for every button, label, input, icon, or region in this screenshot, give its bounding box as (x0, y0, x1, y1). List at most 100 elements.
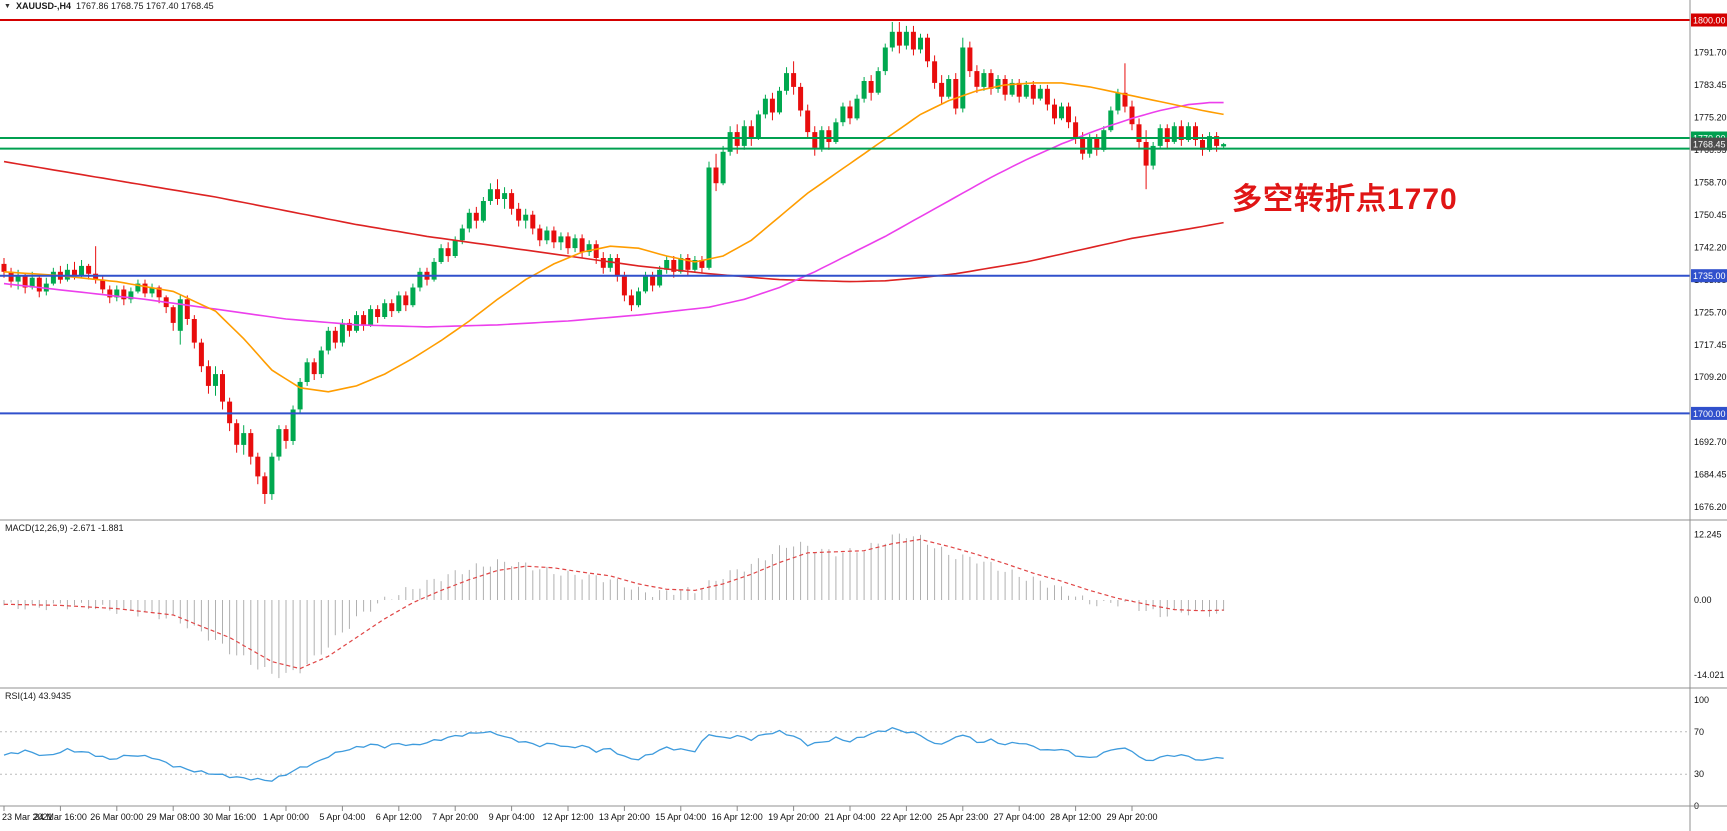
candle-body (1044, 88, 1050, 105)
candle-body (191, 319, 197, 343)
price-tag (1691, 137, 1727, 151)
candle-body (403, 295, 409, 306)
candle-body (706, 167, 712, 268)
candle-body (882, 47, 888, 72)
time-tick-label: 9 Apr 04:00 (489, 812, 535, 822)
candle-body (953, 79, 959, 109)
candle-body (657, 269, 663, 286)
chart-annotation-text[interactable]: 多空转折点1770 (1232, 183, 1458, 216)
candle-body (1150, 145, 1156, 166)
candle-body (290, 409, 296, 441)
candle-body (1087, 138, 1093, 154)
candle-body (621, 275, 627, 296)
candle-body (213, 374, 218, 386)
rsi-axis-label: 70 (1694, 727, 1704, 737)
candle-body (600, 258, 606, 268)
price-tick-label: 1791.70 (1694, 48, 1727, 58)
candle-body (220, 374, 225, 402)
candle-body (1002, 79, 1008, 95)
price-tag (1691, 406, 1727, 420)
candle-body (939, 82, 945, 97)
candle-body (509, 193, 515, 209)
candle-body (1115, 92, 1121, 111)
candle-body (1052, 104, 1057, 119)
candle-body (410, 287, 416, 306)
candle-body (149, 287, 155, 294)
candle-body (819, 130, 825, 148)
candle-body (685, 258, 691, 270)
candle-body (459, 228, 465, 241)
ma-slow-red-line (3, 160, 1224, 283)
macd-indicator-label: MACD(12,26,9) -2.671 -1.881 (5, 523, 124, 533)
candle-body (579, 238, 585, 253)
candle-body (29, 277, 35, 288)
ma-fast-orange-line (3, 82, 1224, 393)
price-tick-label: 1783.45 (1694, 80, 1727, 90)
candle-body (339, 322, 345, 343)
time-tick-label: 22 Apr 12:00 (881, 812, 932, 822)
macd-axis-label: 12.245 (1694, 529, 1722, 539)
candle-body (86, 265, 92, 274)
candle-body (269, 456, 275, 495)
candle-body (480, 201, 486, 221)
candle-body (777, 90, 782, 113)
candle-body (636, 291, 641, 306)
time-tick-label: 6 Apr 12:00 (376, 812, 422, 822)
candle-body (593, 244, 599, 258)
candle-body (1009, 82, 1015, 95)
candle-body (170, 307, 176, 323)
candle-body (276, 429, 282, 457)
candlestick-series (1, 22, 1227, 504)
macd-panel: 12.245 0.00 -14.021 (3, 529, 1725, 680)
time-tick-label: 15 Apr 04:00 (655, 812, 706, 822)
time-tick-label: 13 Apr 20:00 (599, 812, 650, 822)
candle-body (932, 61, 938, 83)
candle-body (466, 212, 472, 229)
rsi-axis-label: 30 (1694, 769, 1704, 779)
price-tick-label: 1725.70 (1694, 307, 1727, 317)
candle-body (910, 31, 916, 50)
candle-body (1101, 130, 1107, 150)
candle-body (107, 289, 113, 298)
candle-body (1122, 92, 1128, 107)
time-tick-label: 21 Apr 04:00 (824, 812, 875, 822)
time-tick-label: 5 Apr 04:00 (319, 812, 365, 822)
rsi-indicator-label: RSI(14) 43.9435 (5, 691, 72, 701)
candle-body (769, 98, 775, 113)
candle-body (762, 98, 768, 115)
candle-body (791, 73, 797, 87)
macd-signal-line (3, 538, 1224, 670)
candle-body (15, 275, 21, 282)
macd-axis-label: 0.00 (1694, 595, 1712, 605)
candle-body (699, 260, 705, 268)
time-tick-label: 25 Apr 23:00 (937, 812, 988, 822)
candle-body (918, 37, 923, 50)
candle-body (812, 132, 818, 148)
candle-body (283, 429, 289, 441)
candle-body (36, 277, 42, 292)
time-tick-label: 30 Mar 16:00 (203, 812, 256, 822)
candle-body (79, 265, 84, 276)
time-tick-label: 19 Apr 20:00 (768, 812, 819, 822)
candle-body (1016, 82, 1022, 97)
time-tick-label: 23 Mar 2021 (2, 812, 53, 822)
candle-body (946, 79, 952, 97)
candle-body (854, 98, 860, 119)
candle-body (650, 275, 656, 286)
candle-body (502, 193, 508, 199)
candle-body (1108, 110, 1114, 131)
candle-body (1185, 126, 1191, 140)
candle-body (64, 269, 70, 280)
candle-body (1059, 106, 1064, 119)
candle-body (452, 240, 458, 256)
candle-body (318, 350, 324, 375)
candle-body (361, 315, 367, 325)
macd-axis-label: -14.021 (1694, 670, 1725, 680)
candle-body (720, 151, 726, 184)
price-tag-label: 1768.45 (1693, 140, 1726, 150)
collapse-triangle-icon[interactable]: ▼ (4, 2, 11, 10)
candle-body (960, 47, 966, 109)
candle-body (156, 287, 162, 298)
